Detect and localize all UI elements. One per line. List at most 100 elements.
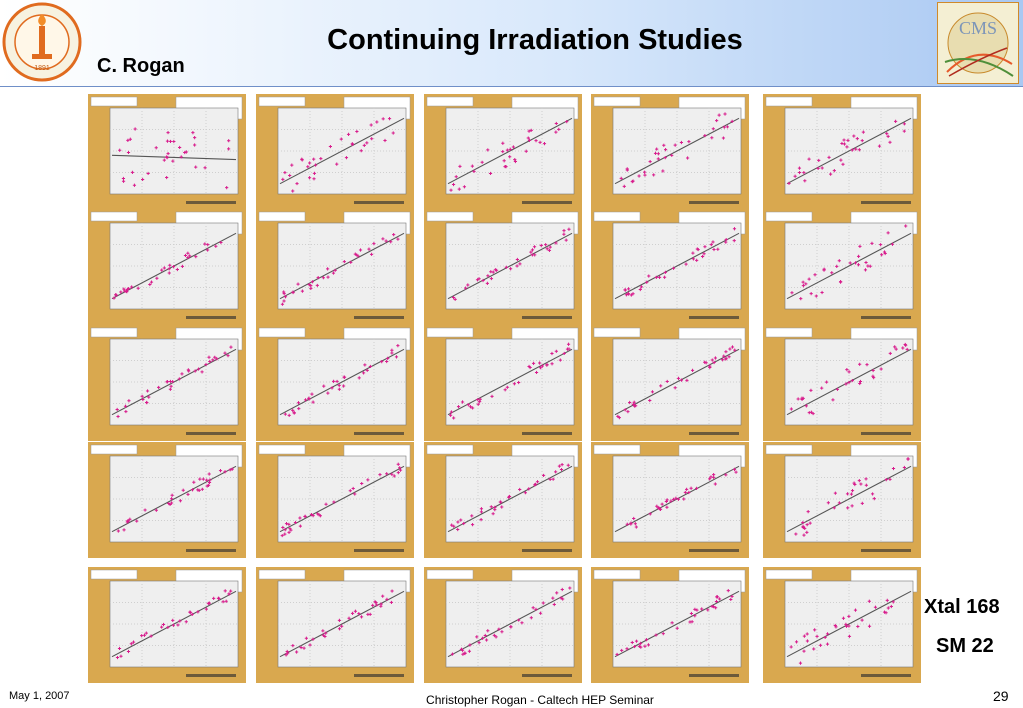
- data-point: [335, 379, 339, 384]
- data-point: [164, 155, 169, 159]
- x-axis-title-mark: [186, 201, 236, 204]
- data-point: [826, 501, 830, 505]
- data-point: [500, 630, 504, 634]
- fit-line: [786, 590, 912, 658]
- data-point: [513, 159, 518, 164]
- irradiation-plot: [424, 567, 582, 683]
- data-point: [177, 377, 181, 381]
- x-axis-title-mark: [354, 316, 404, 319]
- data-point: [486, 629, 490, 633]
- data-point: [880, 253, 884, 257]
- data-point: [130, 285, 134, 289]
- data-point: [188, 610, 192, 614]
- data-point: [396, 344, 400, 348]
- data-point: [450, 652, 455, 656]
- data-point: [230, 467, 234, 471]
- data-point: [302, 646, 306, 650]
- data-point: [168, 379, 173, 384]
- data-point: [470, 523, 475, 527]
- data-point: [223, 589, 227, 593]
- data-point: [654, 275, 658, 279]
- data-point: [356, 254, 360, 258]
- data-point: [833, 623, 837, 628]
- data-point: [386, 356, 390, 360]
- data-point: [310, 392, 314, 396]
- data-point: [858, 381, 862, 386]
- data-point: [856, 624, 860, 629]
- data-point: [178, 619, 182, 623]
- x-axis-title-mark: [689, 549, 739, 552]
- data-point: [490, 394, 494, 398]
- data-point: [518, 262, 522, 266]
- data-point: [693, 614, 697, 618]
- data-point: [140, 394, 144, 398]
- data-point: [118, 148, 122, 152]
- svg-text:CMS: CMS: [959, 18, 997, 38]
- data-point: [858, 244, 862, 248]
- data-point: [309, 284, 313, 288]
- data-point: [470, 514, 474, 518]
- data-point: [724, 350, 728, 354]
- data-point: [201, 477, 205, 481]
- data-point: [872, 497, 876, 501]
- data-point: [550, 362, 554, 366]
- data-point: [216, 596, 221, 600]
- data-point: [128, 517, 132, 521]
- data-point: [299, 645, 303, 650]
- data-point: [309, 513, 314, 517]
- data-point: [466, 283, 470, 287]
- data-point: [468, 405, 473, 409]
- data-point: [513, 157, 517, 162]
- data-point: [291, 189, 295, 193]
- data-point: [554, 349, 558, 353]
- data-point: [280, 302, 285, 306]
- data-point: [396, 462, 400, 466]
- data-point: [489, 276, 494, 281]
- data-point: [894, 347, 898, 351]
- data-point: [479, 518, 483, 522]
- data-point: [529, 250, 533, 254]
- data-point: [392, 232, 396, 237]
- data-point: [625, 522, 629, 526]
- x-axis-title-mark: [186, 549, 236, 552]
- data-point: [223, 351, 227, 355]
- data-point: [648, 398, 652, 403]
- data-point: [311, 400, 315, 404]
- data-point: [857, 479, 861, 483]
- data-point: [114, 293, 118, 297]
- data-point: [178, 499, 183, 503]
- data-point: [483, 633, 487, 638]
- data-point: [471, 406, 475, 410]
- data-point: [864, 260, 868, 265]
- data-point: [564, 238, 568, 242]
- data-point: [855, 137, 859, 141]
- data-point: [451, 295, 456, 300]
- data-point: [864, 483, 868, 487]
- data-point: [353, 252, 357, 256]
- data-point: [703, 245, 707, 249]
- data-point: [212, 596, 216, 600]
- data-point: [290, 163, 294, 167]
- data-point: [903, 342, 907, 347]
- data-point: [800, 397, 804, 402]
- data-point: [558, 358, 562, 362]
- data-point: [567, 347, 571, 351]
- data-point: [809, 292, 813, 296]
- data-point: [554, 130, 558, 134]
- data-point: [527, 487, 531, 491]
- data-point: [637, 174, 641, 178]
- data-point: [355, 129, 359, 134]
- plot-title-box: [765, 327, 813, 338]
- data-point: [850, 148, 854, 152]
- data-point: [303, 398, 308, 402]
- data-point: [528, 365, 532, 370]
- data-point: [492, 633, 496, 637]
- data-point: [841, 162, 845, 166]
- data-point: [512, 382, 517, 386]
- data-point: [730, 594, 734, 599]
- data-point: [229, 589, 233, 593]
- data-point: [675, 626, 679, 630]
- data-point: [846, 138, 850, 142]
- data-point: [292, 411, 296, 415]
- data-point: [283, 295, 288, 299]
